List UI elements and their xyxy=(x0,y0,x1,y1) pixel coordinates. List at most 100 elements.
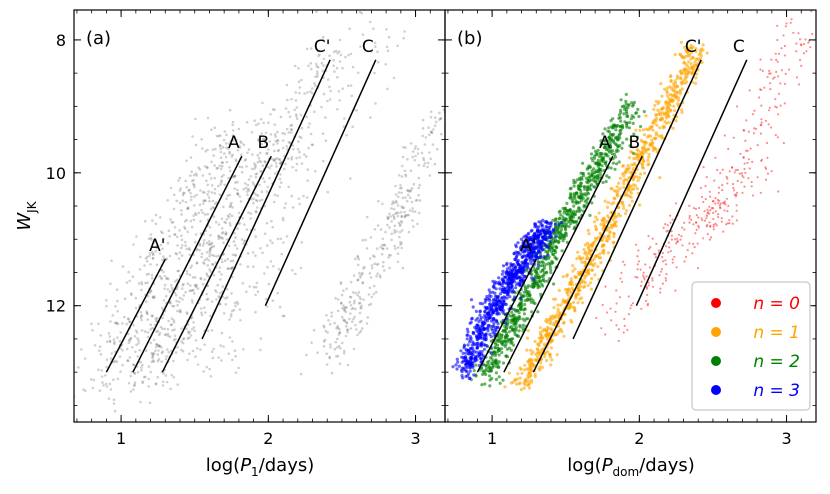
data-point xyxy=(466,349,471,353)
data-point xyxy=(583,243,587,247)
data-point xyxy=(603,139,607,143)
data-point xyxy=(265,244,269,247)
data-point xyxy=(553,222,558,226)
data-point xyxy=(426,161,430,165)
data-point xyxy=(281,216,285,220)
data-point xyxy=(650,125,654,129)
data-point xyxy=(554,250,558,255)
data-point xyxy=(615,162,619,166)
data-point xyxy=(660,134,664,138)
data-point xyxy=(388,253,391,257)
data-point xyxy=(560,330,564,334)
data-point xyxy=(222,174,225,177)
data-point xyxy=(606,251,611,255)
data-point xyxy=(497,365,501,369)
panel-a-frame xyxy=(73,9,446,423)
data-point xyxy=(240,170,244,174)
data-point xyxy=(539,333,543,337)
data-point xyxy=(239,263,242,266)
data-point xyxy=(112,402,116,405)
data-point xyxy=(406,193,410,197)
data-point xyxy=(345,324,348,328)
data-point xyxy=(688,214,691,218)
data-point xyxy=(491,290,495,294)
data-point xyxy=(396,260,400,264)
data-point xyxy=(518,292,523,296)
data-point xyxy=(618,176,623,180)
data-point xyxy=(169,186,173,190)
data-point xyxy=(207,190,210,193)
data-point xyxy=(208,242,212,246)
data-point xyxy=(212,254,216,258)
data-point xyxy=(537,276,541,280)
data-point xyxy=(529,348,533,352)
data-point xyxy=(432,128,435,131)
data-point xyxy=(514,243,518,247)
data-point xyxy=(404,173,407,176)
data-point xyxy=(300,241,304,244)
data-point xyxy=(201,211,205,215)
data-point xyxy=(525,285,530,290)
data-point xyxy=(220,175,223,179)
data-point xyxy=(386,87,389,91)
data-point xyxy=(380,243,384,247)
data-point xyxy=(221,164,224,168)
data-point xyxy=(681,55,685,59)
data-point xyxy=(178,308,182,312)
data-point xyxy=(395,201,398,204)
data-point xyxy=(326,78,330,81)
data-point xyxy=(545,359,549,363)
data-point xyxy=(697,226,701,229)
data-point xyxy=(733,171,736,174)
data-point xyxy=(219,147,222,150)
data-point xyxy=(760,123,763,126)
data-point xyxy=(368,272,372,275)
data-point xyxy=(105,299,108,302)
data-point xyxy=(151,356,154,360)
data-point xyxy=(280,252,284,256)
data-point xyxy=(373,41,377,45)
data-point xyxy=(408,196,412,199)
data-point xyxy=(372,27,375,31)
data-point xyxy=(674,96,678,100)
data-point xyxy=(593,170,598,174)
data-point xyxy=(496,362,500,366)
data-point xyxy=(218,302,222,306)
data-point xyxy=(627,176,631,180)
data-point xyxy=(525,336,530,340)
data-point xyxy=(155,330,158,334)
data-point xyxy=(523,261,527,265)
data-point xyxy=(783,44,787,48)
data-point xyxy=(469,356,473,360)
data-point xyxy=(356,278,360,282)
data-point xyxy=(393,224,397,228)
data-point xyxy=(125,322,129,326)
data-point xyxy=(607,237,611,241)
data-point xyxy=(614,189,618,193)
data-point xyxy=(190,170,193,173)
data-point xyxy=(158,331,162,335)
data-point xyxy=(229,203,232,206)
data-point xyxy=(167,229,171,232)
data-point xyxy=(611,139,615,143)
data-point xyxy=(306,179,310,182)
data-point xyxy=(616,206,621,210)
data-point xyxy=(488,332,492,336)
data-point xyxy=(127,341,131,345)
data-point xyxy=(621,164,626,168)
data-point xyxy=(809,46,812,49)
data-point xyxy=(179,310,182,314)
data-point xyxy=(149,289,153,292)
data-point xyxy=(188,330,192,334)
density-cloud xyxy=(112,107,301,404)
data-point xyxy=(521,323,525,327)
data-point xyxy=(150,273,154,277)
data-point xyxy=(485,344,489,348)
data-point xyxy=(587,268,591,272)
data-point xyxy=(220,217,224,221)
data-point xyxy=(378,274,382,277)
data-point xyxy=(139,255,142,259)
data-point xyxy=(208,172,211,176)
data-point xyxy=(660,94,664,98)
data-point xyxy=(557,315,561,319)
